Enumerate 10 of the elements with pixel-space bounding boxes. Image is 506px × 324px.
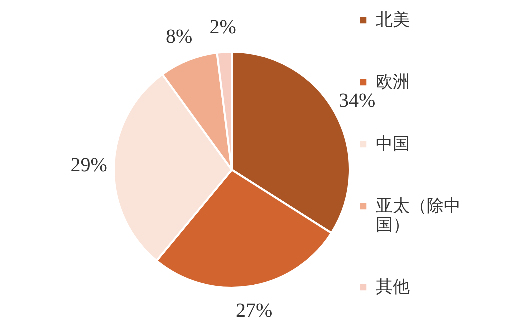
legend-label: 其他: [376, 278, 410, 298]
data-label: 27%: [236, 300, 273, 322]
legend-label: 北美: [376, 10, 410, 30]
legend-label: 欧洲: [376, 72, 410, 92]
legend-label: 中国: [376, 134, 410, 154]
data-label: 34%: [338, 90, 376, 112]
legend-label: 亚太（除中国）: [376, 196, 461, 236]
data-label: 8%: [166, 26, 193, 48]
data-label: 2%: [210, 16, 236, 38]
data-label: 29%: [70, 154, 108, 177]
